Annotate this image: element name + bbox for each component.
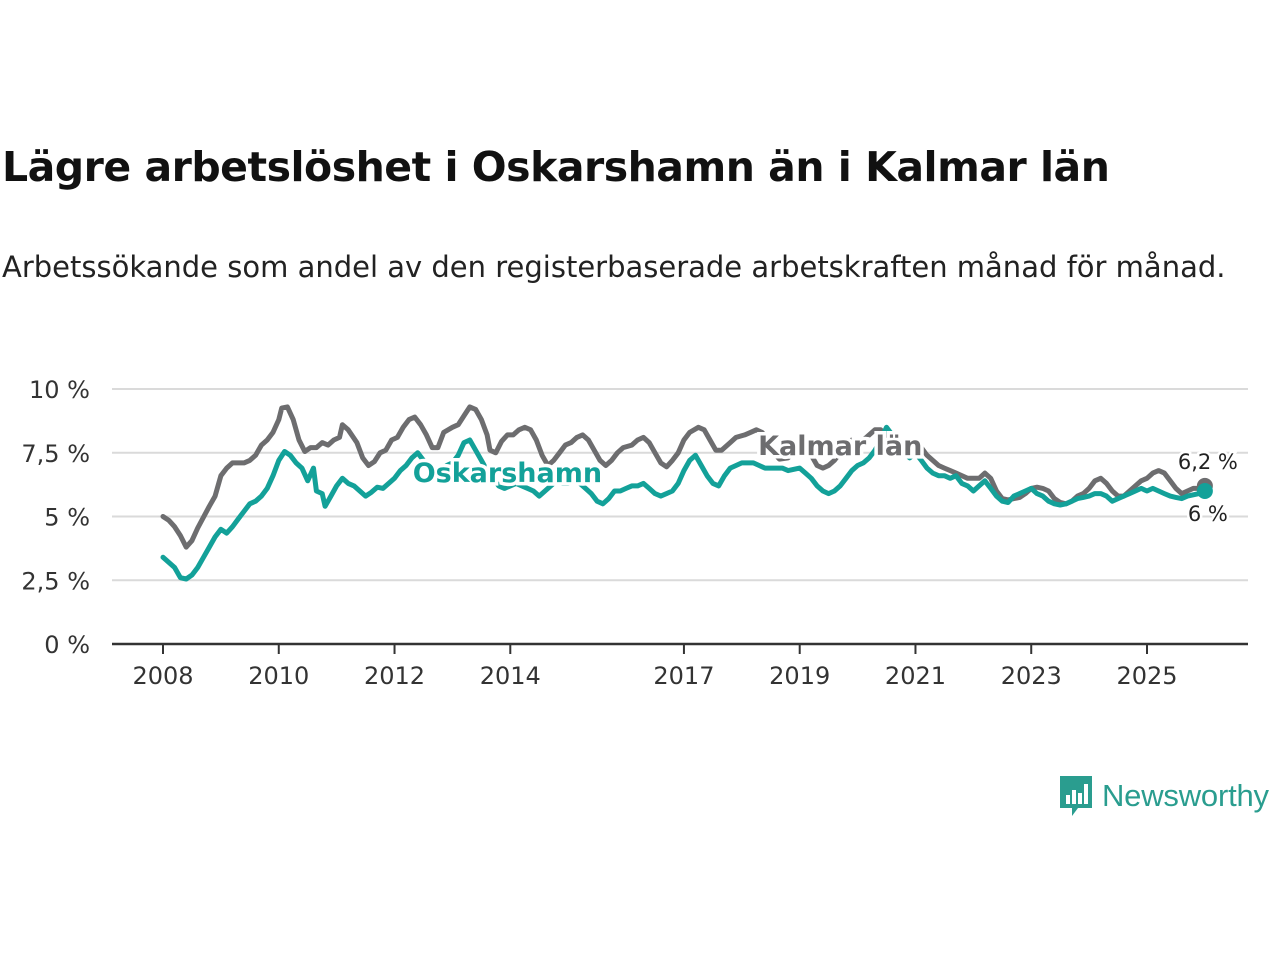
series-labels: 6,2 % 6 % Kalmar län Oskarshamn bbox=[409, 428, 1240, 529]
newsworthy-logo[interactable]: Newsworthy bbox=[1058, 774, 1269, 818]
x-tick-label: 2019 bbox=[769, 662, 830, 690]
x-tick-label: 2021 bbox=[885, 662, 946, 690]
x-tick-label: 2023 bbox=[1001, 662, 1062, 690]
x-tick-label: 2025 bbox=[1116, 662, 1177, 690]
x-tick-label: 2014 bbox=[480, 662, 541, 690]
series-end-label: 6 % bbox=[1188, 502, 1228, 526]
series-end-point bbox=[1196, 483, 1213, 499]
y-axis-tick-labels: 0 % 2,5 % 5 % 7,5 % 10 % bbox=[21, 376, 90, 659]
y-tick-label: 2,5 % bbox=[21, 567, 90, 595]
series-end-label: 6,2 % bbox=[1178, 450, 1238, 474]
y-tick-label: 10 % bbox=[29, 376, 90, 404]
series-annotation: Kalmar län bbox=[758, 431, 922, 462]
x-axis: 2008 2010 2012 2014 2017 2019 2021 2023 2025 bbox=[112, 642, 1248, 690]
y-tick-label: 0 % bbox=[44, 631, 90, 659]
x-tick-label: 2008 bbox=[132, 662, 193, 690]
series-lines bbox=[160, 404, 1208, 582]
y-tick-label: 7,5 % bbox=[21, 440, 90, 468]
x-tick-label: 2017 bbox=[653, 662, 714, 690]
logo-text: Newsworthy bbox=[1102, 778, 1269, 813]
x-tick-label: 2010 bbox=[248, 662, 309, 690]
series-annotation: Oskarshamn bbox=[413, 458, 602, 489]
chart-title: Lägre arbetslöshet i Oskarshamn än i Kal… bbox=[2, 143, 1110, 191]
y-tick-label: 5 % bbox=[44, 504, 90, 532]
bar-chart-speech-bubble-icon bbox=[1060, 776, 1092, 816]
chart-subtitle: Arbetssökande som andel av den registerb… bbox=[2, 250, 1226, 284]
series-line-kalmar-l-n bbox=[160, 404, 1208, 550]
series-line-oskarshamn bbox=[160, 424, 1208, 582]
x-tick-label: 2012 bbox=[364, 662, 425, 690]
